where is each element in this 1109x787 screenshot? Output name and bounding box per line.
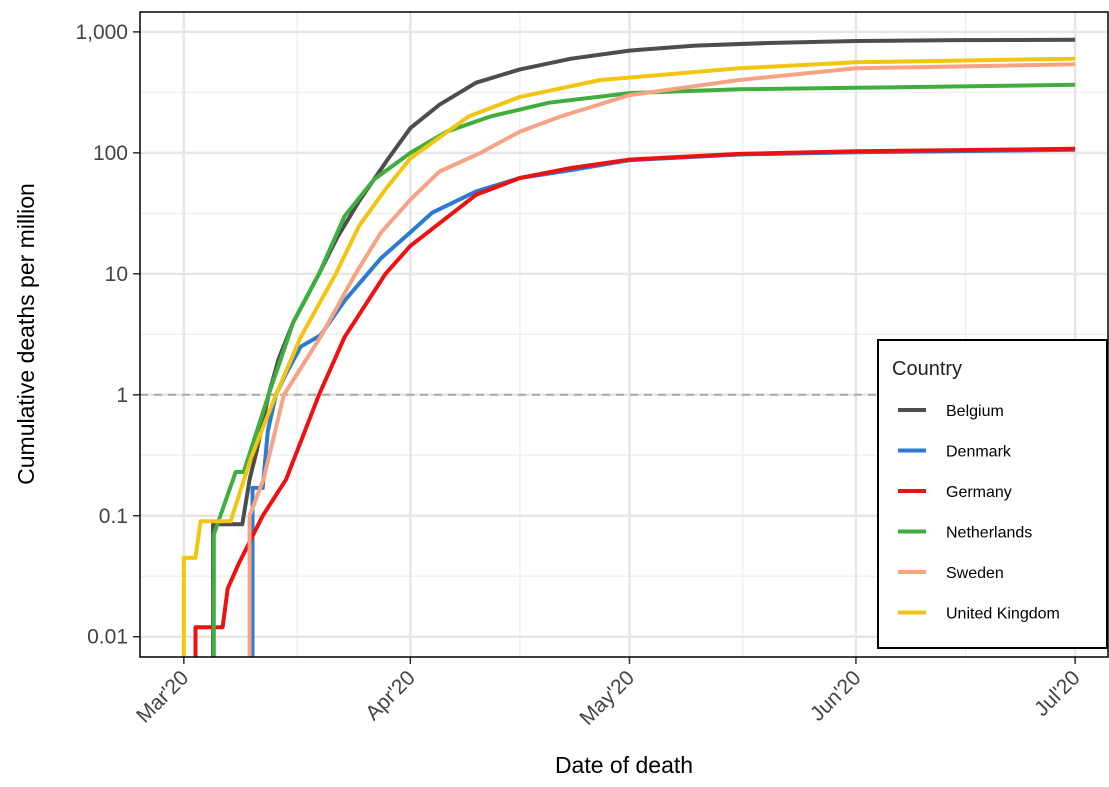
- y-tick-label: 0.01: [87, 626, 128, 649]
- x-tick-label: Mar'20: [132, 666, 193, 727]
- legend-box: [877, 339, 1108, 649]
- plot-lines: [181, 37, 1076, 657]
- x-tick-label: May'20: [575, 666, 639, 730]
- series-line: [181, 56, 1076, 657]
- y-tick-label: 10: [105, 263, 128, 286]
- x-axis-title: Date of death: [555, 752, 693, 778]
- y-tick-label: 1: [116, 384, 128, 407]
- y-tick-label: 0.1: [99, 505, 128, 528]
- series-line: [193, 146, 1076, 657]
- panel-border: [139, 11, 1109, 658]
- legend-label: Sweden: [946, 565, 1004, 582]
- legend-label: United Kingdom: [946, 606, 1060, 623]
- legend-label: Netherlands: [946, 525, 1032, 542]
- legend-label: Germany: [946, 484, 1012, 501]
- series-line: [211, 37, 1076, 657]
- x-tick-label: Jul'20: [1030, 666, 1085, 721]
- y-axis-title: Cumulative deaths per million: [13, 183, 39, 485]
- x-tick-label: Apr'20: [361, 666, 420, 725]
- legend-label: Denmark: [946, 444, 1012, 461]
- legend-label: Belgium: [946, 403, 1004, 420]
- x-tick-label: Jun'20: [806, 666, 866, 726]
- legend-title: Country: [892, 358, 962, 380]
- y-tick-label: 100: [93, 142, 128, 165]
- y-tick-label: 1,000: [75, 21, 128, 44]
- series-line: [247, 62, 1076, 657]
